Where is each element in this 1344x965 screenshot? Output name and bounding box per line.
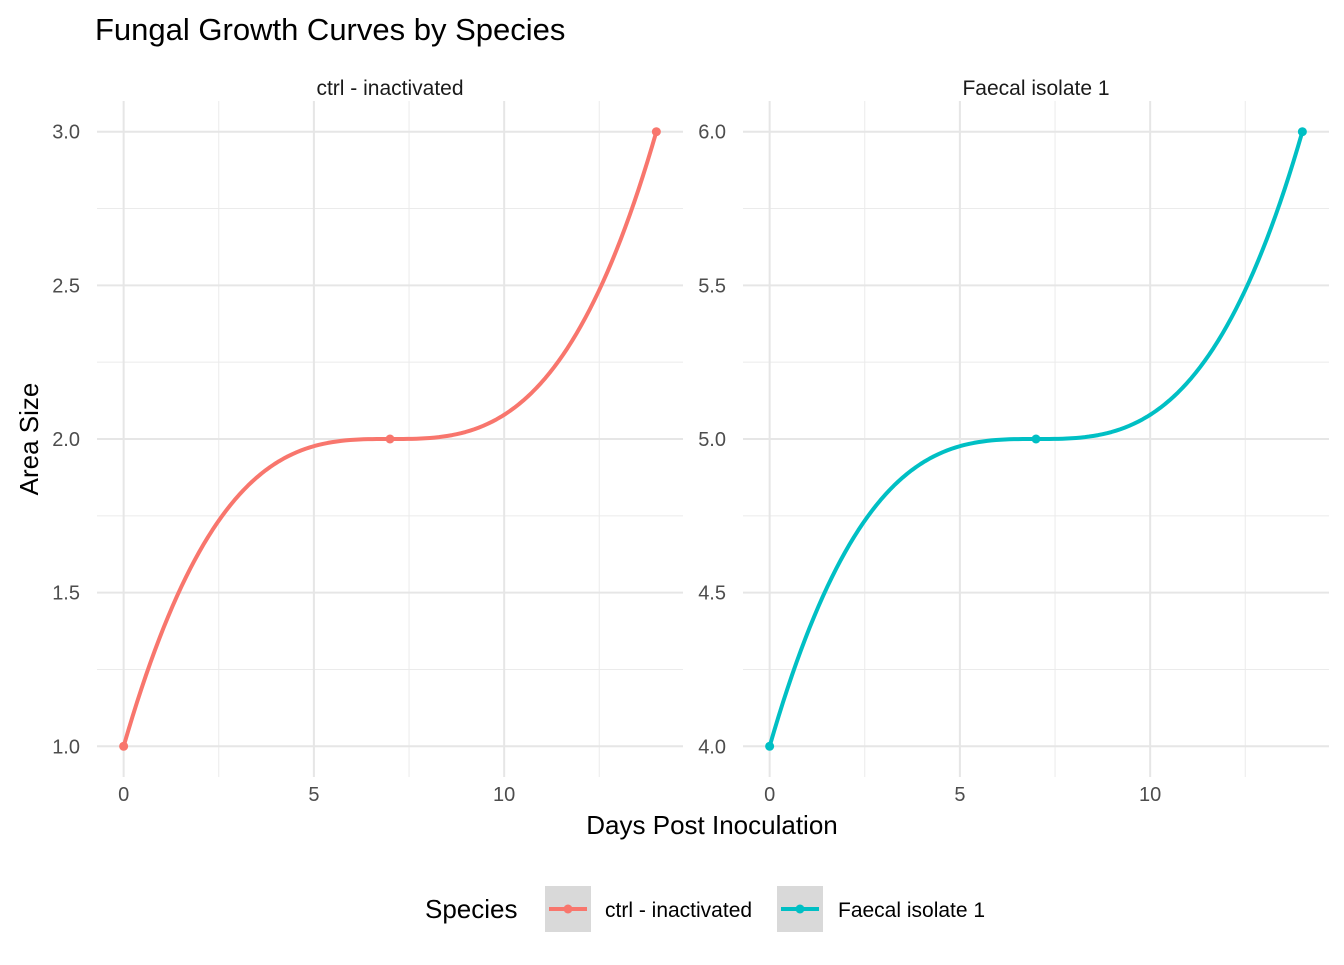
- legend-key-point: [795, 904, 805, 914]
- y-tick-label: 3.0: [52, 122, 80, 144]
- x-tick-label: 0: [118, 784, 129, 806]
- y-tick-label: 5.0: [698, 429, 726, 451]
- x-axis-title: Days Post Inoculation: [586, 810, 837, 840]
- x-tick-label: 5: [308, 784, 319, 806]
- y-axis-title: Area Size: [14, 383, 44, 496]
- x-tick-label: 5: [954, 784, 965, 806]
- y-tick-label: 2.5: [52, 275, 80, 297]
- chart-title: Fungal Growth Curves by Species: [95, 12, 565, 47]
- x-tick-label: 0: [764, 784, 775, 806]
- legend-entry-label: Faecal isolate 1: [838, 899, 985, 922]
- y-tick-label: 5.5: [698, 275, 726, 297]
- y-tick-label: 4.5: [698, 583, 726, 605]
- legend-title: Species: [425, 894, 518, 924]
- facet-strip-label: Faecal isolate 1: [962, 77, 1109, 100]
- panel-0: 1.0 1.5 2.0 2.5 3.0 0 5 10 ctrl - inactivated: [52, 77, 683, 806]
- data-point: [1297, 127, 1307, 137]
- legend-entry-label: ctrl - inactivated: [605, 899, 752, 922]
- data-point: [119, 741, 129, 751]
- y-tick-label: 1.5: [52, 583, 80, 605]
- y-tick-label: 1.0: [52, 736, 80, 758]
- legend-entry-0: ctrl - inactivated: [545, 886, 752, 932]
- y-tick-label: 4.0: [698, 736, 726, 758]
- data-point: [651, 127, 661, 137]
- y-tick-label: 6.0: [698, 122, 726, 144]
- panel-1: 4.0 4.5 5.0 5.5 6.0 0 5 10 Faecal isolate 1: [698, 77, 1329, 806]
- data-point: [1031, 434, 1041, 444]
- legend: Species ctrl - inactivated Faecal isolate…: [425, 886, 985, 932]
- data-point: [385, 434, 395, 444]
- legend-key-point: [563, 904, 573, 914]
- panels-layer: 1.0 1.5 2.0 2.5 3.0 0 5 10 ctrl - inactivated 4.0…: [52, 77, 1329, 806]
- x-tick-label: 10: [493, 784, 515, 806]
- x-tick-label: 10: [1139, 784, 1161, 806]
- legend-entry-1: Faecal isolate 1: [777, 886, 985, 932]
- y-tick-label: 2.0: [52, 429, 80, 451]
- facet-strip-label: ctrl - inactivated: [316, 77, 463, 100]
- data-point: [765, 741, 775, 751]
